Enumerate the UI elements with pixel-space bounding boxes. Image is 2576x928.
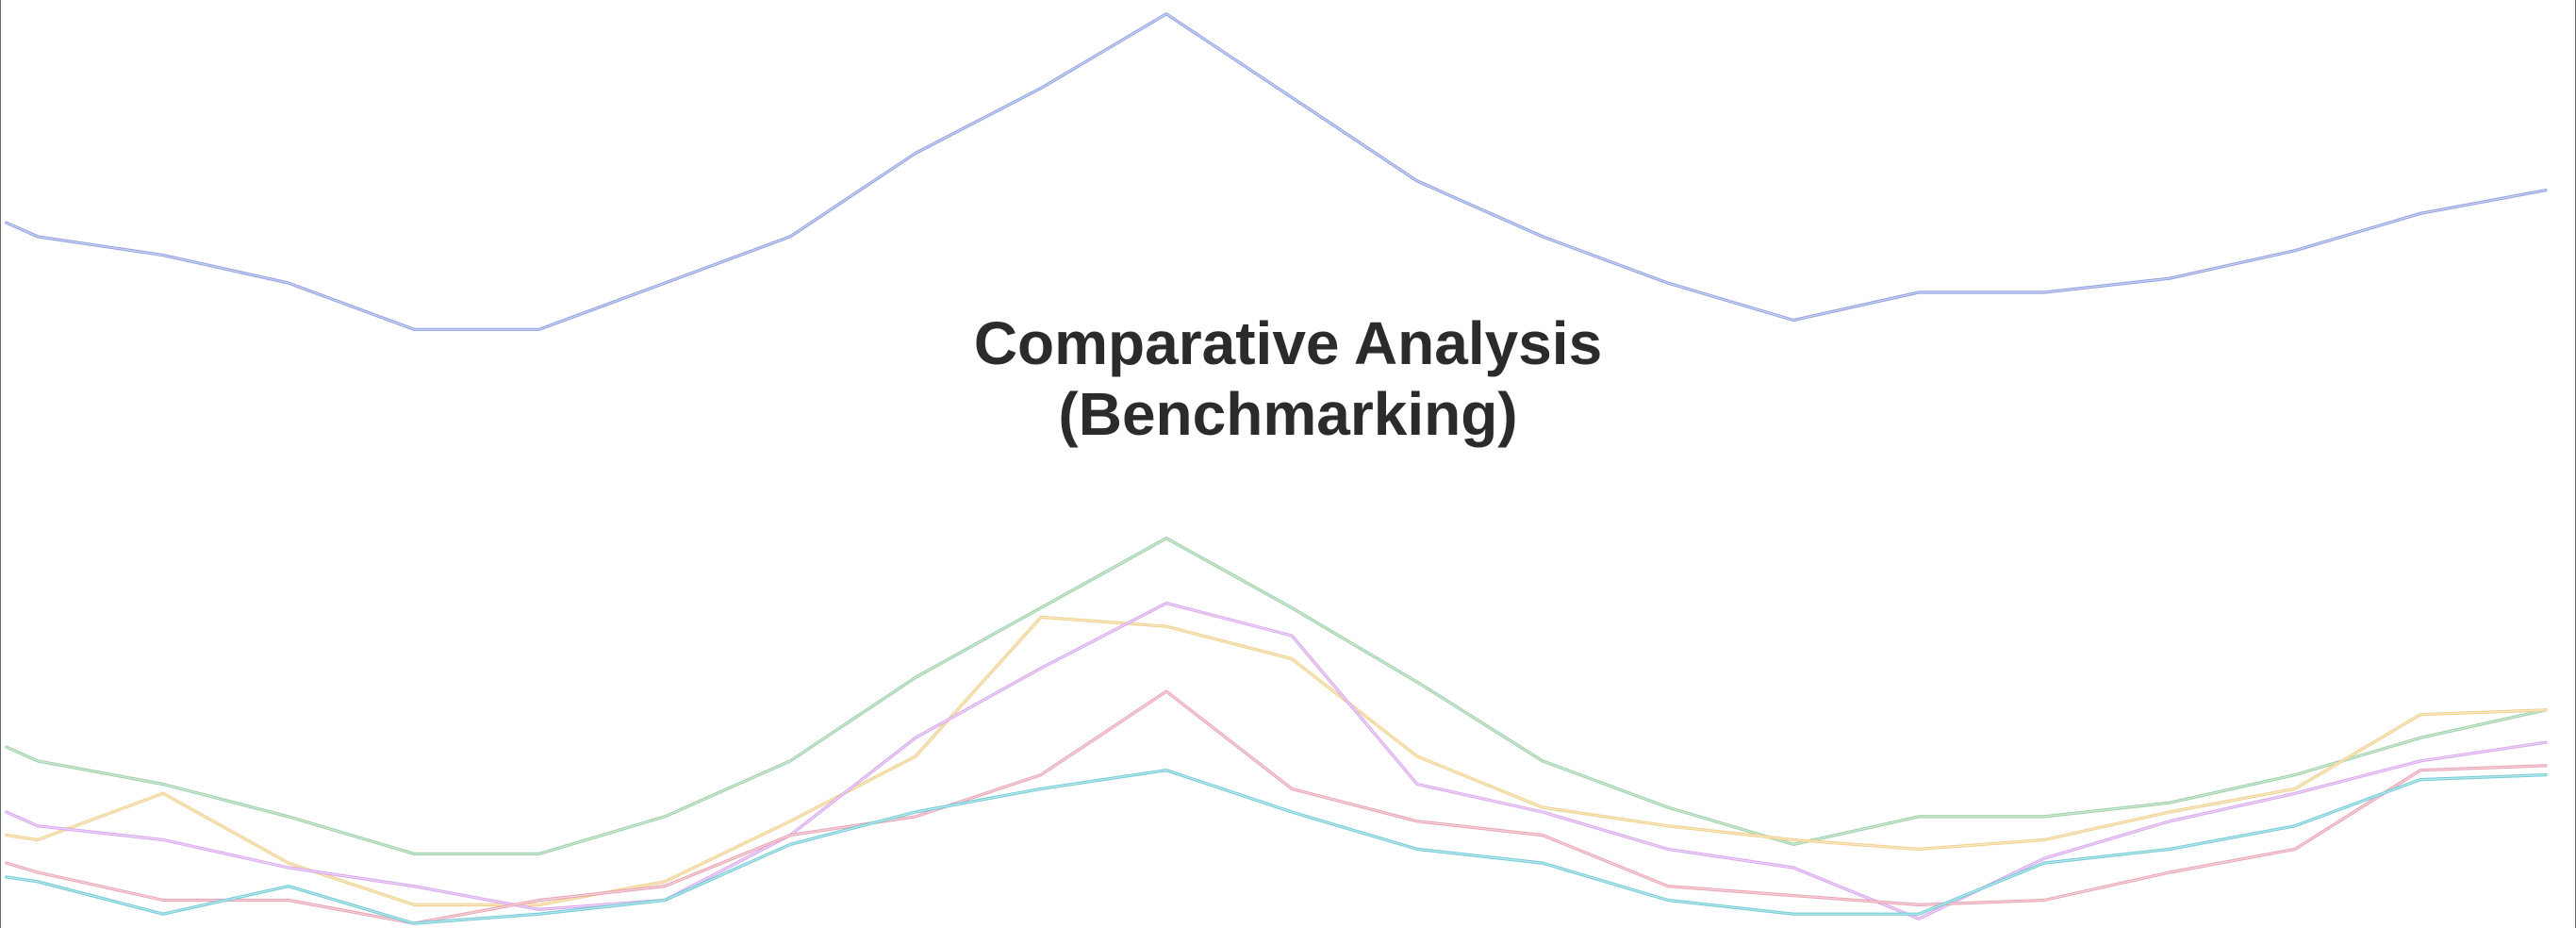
chart-title-line-2: (Benchmarking) <box>1058 380 1517 448</box>
series-line-highlight-3 <box>6 616 2547 906</box>
chart-title-line-1: Comparative Analysis <box>974 309 1602 377</box>
series-group <box>5 12 2548 925</box>
series-line-highlight-1 <box>6 13 2547 330</box>
series-line-3 <box>5 615 2548 907</box>
series-line-1 <box>5 12 2548 331</box>
series-line-highlight-5 <box>6 690 2547 924</box>
series-line-highlight-2 <box>6 538 2547 854</box>
series-line-highlight-4 <box>6 602 2547 920</box>
series-line-highlight-6 <box>6 770 2547 924</box>
series-line-4 <box>5 601 2548 920</box>
